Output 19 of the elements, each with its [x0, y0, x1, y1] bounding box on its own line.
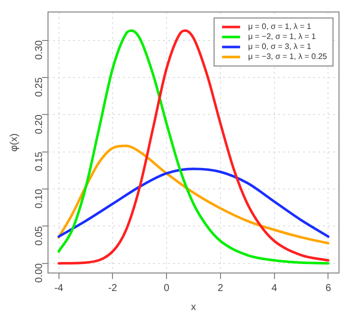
y-tick-label: 0.05 [34, 226, 45, 246]
legend-label: μ = 0, σ = 1, λ = 1 [248, 22, 312, 32]
x-tick-label: 6 [325, 282, 332, 294]
y-tick-label: 0.25 [34, 77, 45, 97]
y-tick-label: 0.30 [34, 40, 45, 60]
y-tick-label: 0.00 [34, 262, 45, 283]
legend-label: μ = 0, σ = 3, λ = 1 [248, 42, 312, 52]
x-tick-label: -2 [108, 282, 118, 294]
y-tick-label: 0.10 [34, 188, 45, 208]
x-axis-title: x [191, 302, 196, 313]
x-tick-label: 2 [218, 282, 224, 294]
x-tick-label: 0 [164, 282, 170, 294]
x-tick-label: 4 [272, 282, 278, 294]
y-tick-label: 0.15 [34, 151, 45, 172]
legend-label: μ = −3, σ = 1, λ = 0.25 [248, 52, 328, 62]
y-tick-label: 0.20 [34, 114, 45, 134]
x-tick-label: -4 [54, 282, 64, 294]
legend-label: μ = −2, σ = 1, λ = 1 [248, 32, 316, 42]
y-axis-title: φ(x) [8, 133, 20, 152]
